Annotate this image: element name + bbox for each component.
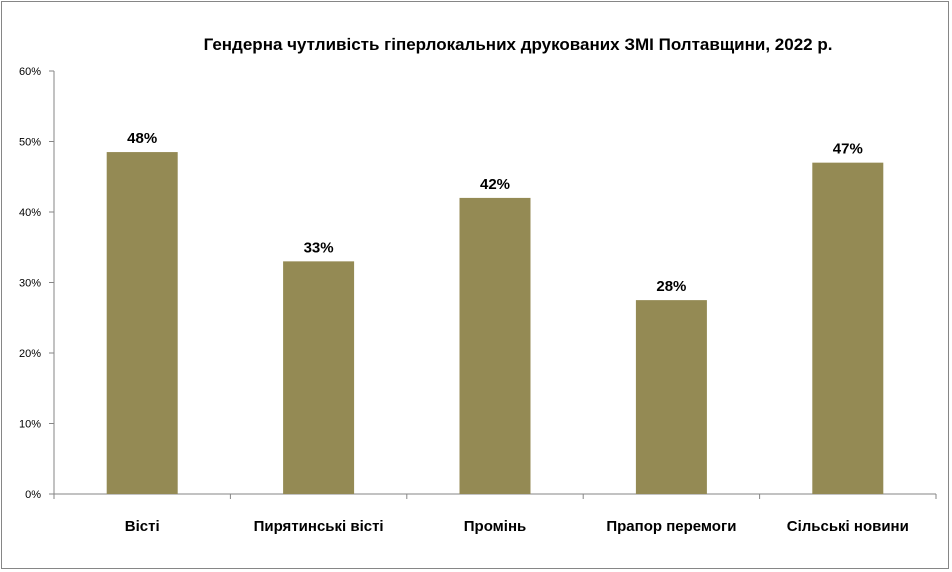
y-tick-label: 0% [25,489,41,501]
x-labels: Вісті Пирятинські вісті Промінь Прапор пере… [125,518,909,535]
y-tick-label: 20% [19,348,41,360]
data-label: 47% [833,141,863,158]
x-tick-label: Промінь [464,518,526,535]
bar [459,197,531,494]
y-tick-label: 10% [19,419,41,431]
data-label: 33% [304,239,334,256]
y-tick-label: 60% [19,66,41,78]
chart-title: Гендерна чутливість гіперлокальних друко… [204,35,833,54]
data-labels: 48% 33% 42% 28% 47% [127,130,863,295]
data-label: 28% [656,278,686,295]
y-axis: 0% 10% 20% 30% 40% 50% 60% [19,66,55,501]
data-label: 48% [127,130,157,147]
y-tick-label: 50% [19,137,41,149]
x-tick-label: Пирятинські вісті [254,518,384,535]
bar [635,300,707,494]
y-tick-label: 30% [19,278,41,290]
x-axis [53,493,937,499]
x-tick-label: Прапор перемоги [606,518,736,535]
bar [812,162,884,494]
data-label: 42% [480,176,510,193]
bars [106,152,884,494]
x-tick-label: Вісті [125,518,160,535]
x-tick-label: Сільські новини [787,518,909,535]
bar [106,152,178,494]
bar [283,261,355,494]
y-tick-label: 40% [19,207,41,219]
